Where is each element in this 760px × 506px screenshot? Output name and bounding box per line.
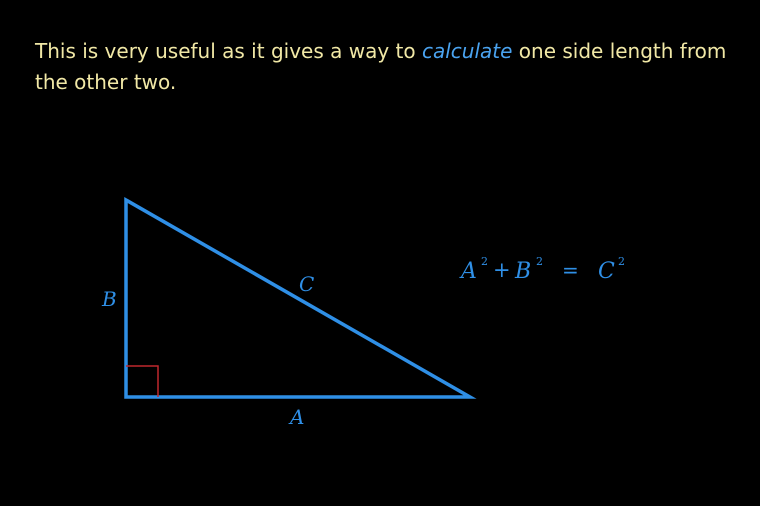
equation-plus: + bbox=[493, 258, 511, 282]
equation-exponent-c: 2 bbox=[618, 255, 625, 268]
pythagorean-equation: A 2 + B 2 = C 2 bbox=[459, 255, 625, 284]
highlighted-word: calculate bbox=[421, 39, 513, 63]
explanation-text: This is very useful as it gives a way to… bbox=[35, 36, 735, 98]
right-angle-marker bbox=[126, 365, 159, 397]
equation-exponent-b: 2 bbox=[536, 255, 543, 268]
explanation-text-end: one side length from the other two. bbox=[35, 39, 727, 94]
equation-term-a: A bbox=[459, 259, 477, 284]
label-side-c: C bbox=[299, 272, 314, 296]
label-side-b: B bbox=[101, 287, 117, 311]
equation-term-b: B bbox=[514, 259, 531, 284]
right-triangle bbox=[124, 196, 477, 399]
label-side-a: A bbox=[288, 405, 304, 429]
equation-equals: = bbox=[562, 258, 579, 282]
equation-term-c: C bbox=[598, 259, 615, 284]
explanation-text-start: This is very useful as it gives a way to bbox=[35, 39, 422, 63]
equation-exponent-a: 2 bbox=[481, 255, 488, 268]
